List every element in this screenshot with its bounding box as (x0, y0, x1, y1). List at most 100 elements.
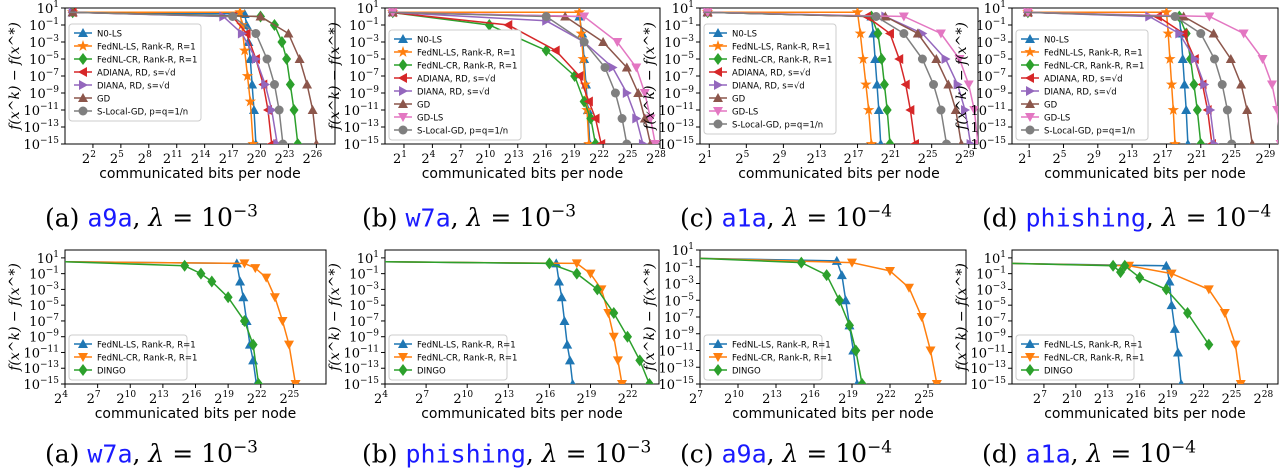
x-tick-label: 21 (393, 150, 407, 167)
legend-marker (1024, 46, 1036, 57)
y-tick-label: 101 (672, 242, 694, 259)
x-tick-label: 213 (1118, 150, 1138, 167)
legend-label: FedNL-LS, Rank-R, R=1 (97, 43, 196, 53)
data-point (857, 53, 869, 64)
x-tick-label: 225 (1222, 390, 1242, 407)
y-tick-label: 10−5 (29, 51, 59, 68)
x-axis-label: communicated bits per node (1044, 166, 1246, 182)
data-point (553, 276, 564, 286)
legend-label: DINGO (97, 367, 126, 377)
x-tick-label: 211 (163, 150, 183, 167)
data-point (559, 315, 570, 325)
legend-label: GD (1044, 101, 1058, 111)
y-tick-label: 10−11 (23, 102, 59, 119)
y-tick-label: 10−1 (349, 266, 379, 283)
data-point (879, 78, 889, 91)
data-point (1235, 380, 1246, 384)
legend-marker (78, 364, 88, 376)
data-point (612, 38, 623, 47)
y-tick-label: 10−13 (343, 360, 379, 377)
legend-marker (397, 46, 409, 57)
subfigure-caption: (d) a1a, λ = 10−4 (982, 438, 1196, 468)
y-tick-label: 10−3 (349, 34, 379, 51)
legend-box (703, 334, 823, 381)
y-tick-label: 10−5 (664, 292, 694, 309)
x-tick-label: 222 (247, 390, 267, 407)
legend-marker (398, 59, 408, 71)
y-tick-label: 10−9 (29, 329, 59, 346)
data-point (583, 96, 593, 107)
legend-marker (78, 93, 88, 102)
data-point (1206, 105, 1216, 115)
legend: FedNL-LS, Rank-R, R=1 FedNL-CR, Rank-R, R… (1015, 334, 1144, 381)
y-tick-label: 10−5 (664, 51, 694, 68)
series-group (700, 255, 942, 384)
legend-marker (1025, 59, 1035, 71)
x-tick-label: 21 (698, 150, 712, 167)
legend-label: ADIANA, RD, s=√d (732, 69, 810, 79)
caption-lambda: , λ = 10−3 (132, 438, 258, 469)
data-point (1181, 105, 1192, 114)
data-point (639, 113, 650, 123)
data-point (822, 269, 832, 282)
x-tick-label: 210 (724, 390, 744, 407)
legend-label: GD (417, 101, 431, 111)
x-tick-label: 222 (876, 390, 896, 407)
x-tick-label: 27 (87, 390, 101, 407)
legend: N0-LS FedNL-LS, Rank-R, R=1 FedNL-CR, Rank… (388, 29, 522, 141)
x-tick-label: 29 (1087, 150, 1101, 167)
data-point (851, 8, 864, 18)
legend-marker (398, 34, 408, 43)
y-tick-label: 10−3 (664, 34, 694, 51)
legend-label: GD-LS (417, 114, 443, 124)
data-point (840, 295, 851, 305)
data-point (631, 63, 642, 73)
legend: FedNL-LS, Rank-R, R=1 FedNL-CR, Rank-R, R… (68, 334, 197, 381)
y-tick-label: 10−15 (23, 376, 59, 393)
subfigure-caption: (c) a1a, λ = 10−4 (680, 202, 892, 232)
data-point (1196, 138, 1206, 144)
legend-marker (713, 339, 723, 348)
data-point (943, 79, 954, 89)
x-tick-label: 229 (1256, 150, 1276, 167)
data-point (836, 270, 847, 280)
y-tick-label: 10−1 (664, 17, 694, 34)
y-axis-label: f(x^k) − f(x^*) (327, 22, 343, 131)
x-tick-label: 223 (275, 150, 295, 167)
x-tick-label: 210 (116, 390, 136, 407)
x-tick-label: 222 (589, 150, 609, 167)
legend-label: S-Local-GD, p=q=1/n (732, 121, 823, 131)
data-point (251, 29, 261, 38)
data-point (834, 294, 844, 307)
data-point (1249, 139, 1256, 144)
data-point (885, 266, 895, 276)
caption-lambda-exp: −3 (626, 438, 652, 458)
legend-label: FedNL-LS, Rank-R, R=1 (1044, 49, 1143, 59)
data-point (592, 283, 602, 296)
y-tick-label: 10−3 (29, 281, 59, 298)
data-point (973, 140, 978, 144)
data-point (851, 344, 861, 357)
data-point (854, 27, 866, 39)
subfigure-caption: (a) a9a, λ = 10−3 (45, 202, 258, 232)
y-tick-label: 10−5 (349, 51, 379, 68)
caption-lambda-exp: −3 (232, 438, 258, 458)
data-point (1227, 139, 1237, 144)
data-point (596, 139, 606, 144)
data-point (574, 71, 584, 81)
y-tick-label: 10−15 (658, 376, 694, 393)
series-line-3 (385, 261, 651, 384)
legend-label: DINGO (417, 367, 446, 377)
legend-label: DIANA, RD, s=√d (97, 82, 170, 92)
y-tick-label: 10−13 (658, 359, 694, 376)
data-point (854, 379, 860, 384)
y-tick-label: 10−5 (976, 297, 1006, 314)
data-point (1183, 307, 1193, 320)
legend-label: FedNL-LS, Rank-R, R=1 (1044, 341, 1143, 351)
y-tick-label: 10−7 (349, 313, 379, 330)
data-point (248, 338, 258, 351)
series-group (701, 8, 978, 144)
data-point (562, 339, 573, 349)
